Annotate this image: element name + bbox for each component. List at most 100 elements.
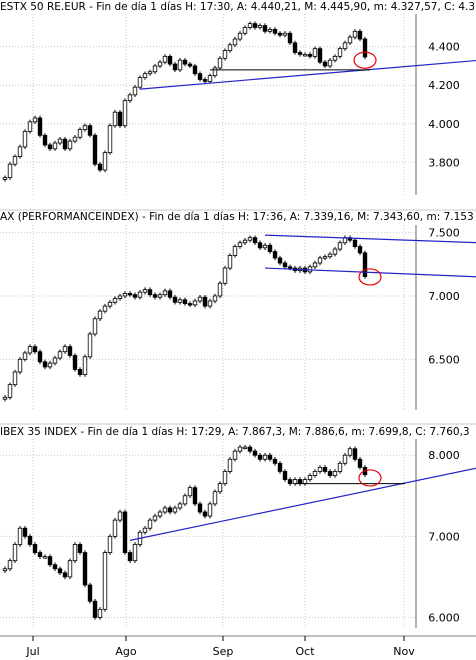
y-tick-label: 6.500 [428, 353, 460, 366]
candle-body [87, 584, 93, 602]
candle-body [307, 54, 313, 57]
candle-body [102, 305, 108, 312]
candle-body [187, 303, 193, 306]
candle-body [262, 244, 268, 249]
candle-body [17, 527, 23, 545]
panel-2-low: m: 7.153,8 [426, 211, 474, 223]
candle-body [122, 511, 128, 553]
candle-body [252, 450, 258, 456]
candle-body [227, 255, 233, 269]
candle-body [217, 483, 223, 493]
candle-body [137, 77, 143, 88]
candle-body [62, 572, 68, 578]
panel-2-high: M: 7.343,60 [357, 211, 420, 223]
candle-body [167, 55, 173, 65]
candle-body [152, 294, 158, 298]
candle-body [207, 503, 213, 517]
candle-body [82, 356, 88, 375]
candle-body [112, 111, 118, 127]
x-tick-label: Nov [393, 645, 415, 658]
candle-body [232, 450, 238, 460]
candle-body [232, 246, 238, 256]
candle-body [52, 357, 58, 364]
candle-body [102, 552, 108, 610]
candle-body [7, 163, 13, 179]
candle-body [2, 396, 8, 400]
y-tick-label: 4.200 [428, 79, 460, 92]
candle-body [132, 86, 138, 96]
candle-body [172, 63, 178, 71]
candle-body [172, 507, 178, 513]
candle-body [22, 131, 28, 148]
candle-body [97, 163, 103, 171]
candle-body [197, 503, 203, 513]
highlight-circle [358, 268, 382, 286]
candle-body [262, 454, 268, 460]
candle-body [317, 48, 323, 63]
panel-1-close: C: 4.347 [444, 1, 474, 13]
candle-body [182, 495, 188, 505]
candle-body [327, 471, 333, 476]
y-tick-label: 7.000 [428, 530, 460, 543]
candle-body [272, 458, 278, 464]
candle-body [142, 527, 148, 533]
candle-body [172, 296, 178, 303]
candle-body [207, 75, 213, 82]
candle-body [22, 352, 28, 360]
candle-body [297, 52, 303, 55]
candle-body [112, 298, 118, 303]
panel-1-open: A: 4.440,21 [236, 1, 298, 13]
candle-body [37, 351, 43, 363]
candle-body [57, 568, 63, 574]
candle-body [292, 42, 298, 53]
panel-2-time: H: 17:36 [238, 211, 284, 223]
candle-body [77, 129, 83, 138]
channel-lower-line [264, 267, 476, 278]
candle-body [117, 111, 123, 127]
panel-1-high: M: 4.445,90 [304, 1, 367, 13]
candle-body [322, 466, 328, 472]
candle-body [37, 117, 43, 136]
candle-body [167, 507, 173, 513]
candle-body [122, 293, 128, 297]
candle-body [317, 257, 323, 264]
candle-body [202, 296, 208, 307]
candle-body [192, 487, 198, 505]
y-tick-label: 3.800 [428, 156, 460, 169]
y-tick-label: 7.000 [428, 290, 460, 303]
highlight-circle [358, 469, 382, 487]
y-tick-label: 8.000 [428, 449, 460, 462]
candle-body [87, 125, 93, 136]
x-tick-label: Oct [295, 645, 315, 658]
candle-body [127, 94, 133, 102]
candle-body [222, 50, 228, 59]
candle-body [247, 446, 253, 452]
candle-body [327, 59, 333, 67]
candle-body [287, 479, 293, 485]
candle-body [2, 568, 8, 572]
candle-body [12, 371, 18, 386]
candle-body [232, 38, 238, 46]
panel-3-high: M: 7.886,6 [288, 426, 345, 438]
candle-body [212, 491, 218, 505]
candle-body [272, 251, 278, 259]
candle-body [252, 23, 258, 28]
candle-body [282, 32, 288, 36]
candle-body [237, 242, 243, 247]
trendline [139, 59, 476, 90]
candle-body [37, 552, 43, 558]
candle-body [17, 146, 23, 157]
candle-body [287, 32, 293, 44]
candle-body [277, 32, 283, 36]
candle-body [247, 237, 253, 241]
candle-body [177, 59, 183, 71]
candle-body [352, 448, 358, 460]
candle-body [82, 125, 88, 130]
candle-body [352, 30, 358, 38]
candle-body [312, 471, 318, 476]
candle-body [167, 290, 173, 298]
panel-1-interval: Fin de día 1 días [96, 1, 182, 13]
candle-body [117, 295, 123, 299]
x-tick-label: Sep [213, 645, 234, 658]
candle-body [242, 27, 248, 34]
